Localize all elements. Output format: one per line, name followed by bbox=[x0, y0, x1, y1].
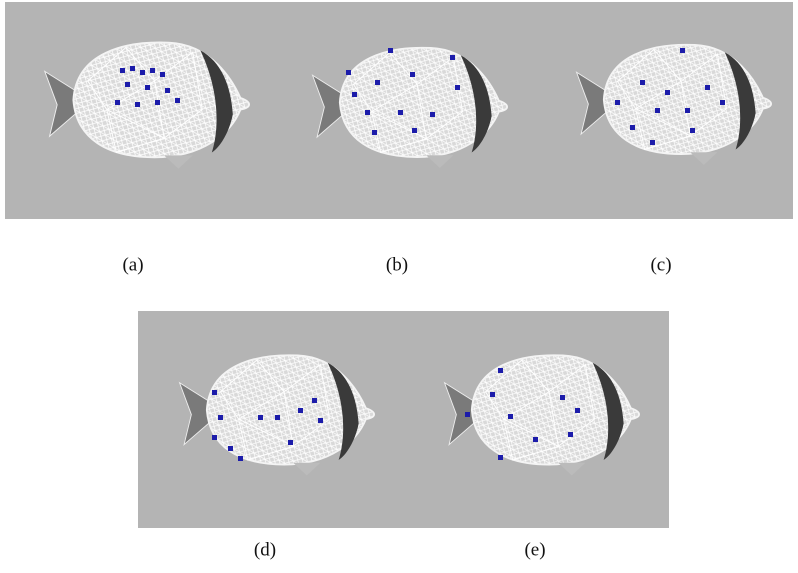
subfigure-label: (a) bbox=[122, 254, 143, 275]
subfigure-label: (d) bbox=[254, 539, 276, 560]
figure: (a) (b) (c) (d) (e) bbox=[0, 0, 798, 568]
page: (a) (b) (c) (d) (e) (() => { const data … bbox=[0, 0, 798, 568]
subfigure-label: (b) bbox=[386, 254, 408, 275]
subfigure-label: (c) bbox=[650, 254, 671, 275]
subfigure-label: (e) bbox=[524, 539, 545, 560]
